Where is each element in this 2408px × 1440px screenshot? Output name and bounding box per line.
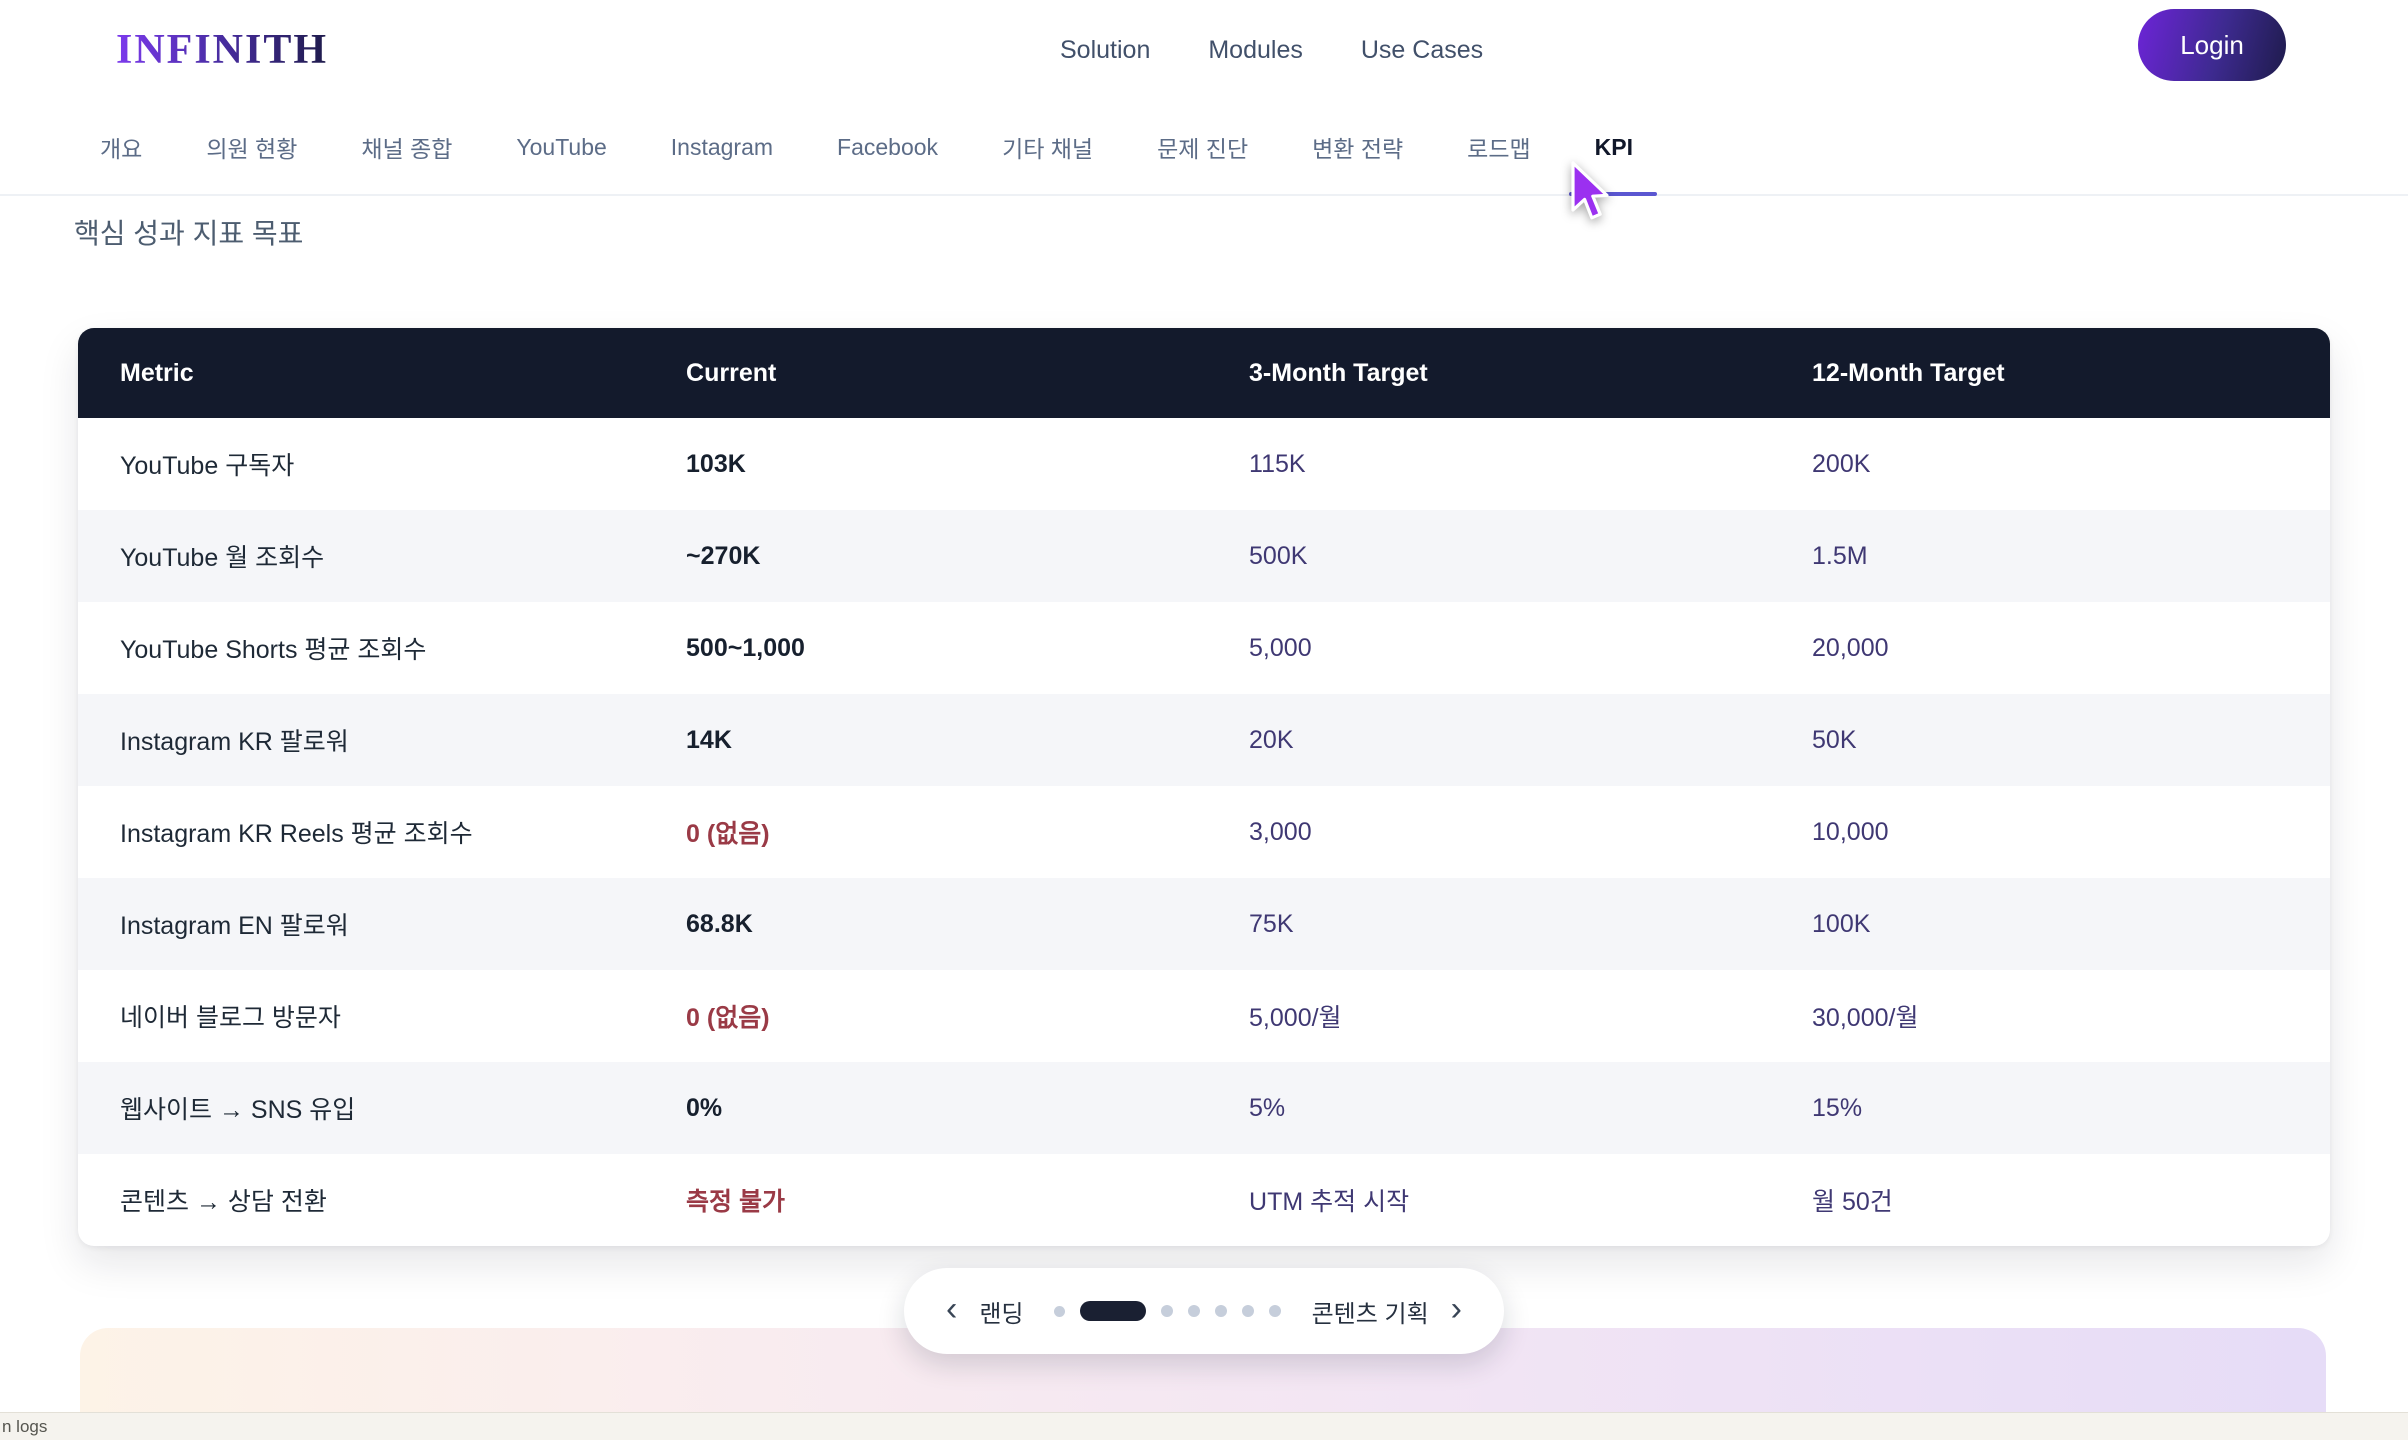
kpi-table-body: YouTube 구독자 103K 115K 200K YouTube 월 조회수 ~270… bbox=[78, 418, 2330, 1246]
tab-instagram[interactable]: Instagram bbox=[670, 133, 774, 160]
table-row: Instagram KR Reels 평균 조회수 0 (없음) 3,000 10,0… bbox=[78, 786, 2330, 878]
table-row: YouTube 월 조회수 ~270K 500K 1.5M bbox=[78, 510, 2330, 602]
carousel-prev-label[interactable]: 랜딩 bbox=[979, 1300, 1024, 1328]
tab-roadmap[interactable]: 로드맵 bbox=[1467, 136, 1531, 162]
column-header-3m-target: 3-Month Target bbox=[1249, 358, 1428, 387]
cell-metric: 네이버 블로그 방문자 bbox=[120, 1004, 341, 1032]
status-bar-text: n logs bbox=[2, 1416, 48, 1436]
cell-3m-target: 3,000 bbox=[1249, 817, 1312, 846]
cell-current: 68.8K bbox=[686, 909, 753, 938]
cell-metric: YouTube Shorts 평균 조회수 bbox=[120, 636, 427, 664]
cell-12m-target: 20,000 bbox=[1812, 633, 1889, 662]
kpi-table-header-row: Metric Current 3-Month Target 12-Month T… bbox=[78, 328, 2330, 418]
main-nav: Solution Modules Use Cases bbox=[1060, 0, 1483, 100]
cell-12m-target: 1.5M bbox=[1812, 541, 1868, 570]
cell-current: 0 (없음) bbox=[686, 820, 770, 848]
column-header-12m-target: 12-Month Target bbox=[1812, 358, 2005, 387]
tab-overview[interactable]: 개요 bbox=[100, 136, 143, 162]
nav-item-use-cases[interactable]: Use Cases bbox=[1360, 35, 1484, 64]
section-title: 핵심 성과 지표 목표 bbox=[74, 218, 304, 249]
tab-bar: 개요 의원 현황 채널 종합 YouTube Instagram Facebook 기타 채… bbox=[0, 100, 2408, 196]
column-header-current: Current bbox=[686, 358, 777, 387]
carousel-dot[interactable] bbox=[1242, 1305, 1255, 1317]
cell-current: 측정 불가 bbox=[686, 1188, 785, 1216]
cell-12m-target: 50K bbox=[1812, 725, 1857, 754]
table-row: 콘텐츠 → 상담 전환 측정 불가 UTM 추적 시작 월 50건 bbox=[78, 1154, 2330, 1246]
tab-channel-summary[interactable]: 채널 종합 bbox=[361, 136, 453, 162]
carousel-dot[interactable] bbox=[1269, 1305, 1282, 1317]
carousel-dot[interactable] bbox=[1215, 1305, 1228, 1317]
nav-item-solution[interactable]: Solution bbox=[1060, 35, 1151, 64]
cell-metric: 콘텐츠 → 상담 전환 bbox=[120, 1188, 327, 1216]
login-button[interactable]: Login bbox=[2138, 9, 2286, 81]
carousel-prev-group[interactable]: ‹ 랜딩 bbox=[946, 1292, 1024, 1330]
chevron-right-icon[interactable]: › bbox=[1450, 1290, 1462, 1328]
table-row: 웹사이트 → SNS 유입 0% 5% 15% bbox=[78, 1062, 2330, 1154]
tab-problem-diagnosis[interactable]: 문제 진단 bbox=[1157, 136, 1249, 162]
column-header-metric: Metric bbox=[120, 358, 194, 387]
cell-current: 0 (없음) bbox=[686, 1004, 770, 1032]
cell-3m-target: 20K bbox=[1249, 725, 1294, 754]
tab-member-status[interactable]: 의원 현황 bbox=[206, 136, 298, 162]
carousel-dot[interactable] bbox=[1054, 1305, 1066, 1317]
tab-youtube[interactable]: YouTube bbox=[516, 133, 607, 160]
cell-3m-target: 500K bbox=[1249, 541, 1308, 570]
table-row: YouTube 구독자 103K 115K 200K bbox=[78, 418, 2330, 510]
cell-12m-target: 15% bbox=[1812, 1093, 1863, 1122]
cell-3m-target: 5% bbox=[1249, 1093, 1286, 1122]
cell-current: 500~1,000 bbox=[686, 633, 805, 662]
cell-metric: Instagram EN 팔로워 bbox=[120, 912, 349, 940]
carousel-next-label[interactable]: 콘텐츠 기획 bbox=[1311, 1300, 1429, 1328]
top-bar: INFINITH Solution Modules Use Cases Login bbox=[0, 0, 2408, 100]
table-row: 네이버 블로그 방문자 0 (없음) 5,000/월 30,000/월 bbox=[78, 970, 2330, 1062]
tab-kpi[interactable]: KPI bbox=[1568, 100, 1658, 196]
section-carousel: ‹ 랜딩 콘텐츠 기획 › bbox=[904, 1268, 1504, 1354]
cell-current: 0% bbox=[686, 1093, 723, 1122]
table-row: YouTube Shorts 평균 조회수 500~1,000 5,000 20,00… bbox=[78, 602, 2330, 694]
kpi-table: Metric Current 3-Month Target 12-Month T… bbox=[78, 328, 2330, 1246]
cell-metric: YouTube 구독자 bbox=[120, 452, 295, 480]
carousel-next-group[interactable]: 콘텐츠 기획 › bbox=[1312, 1292, 1462, 1330]
cell-12m-target: 200K bbox=[1812, 449, 1871, 478]
carousel-dot-active[interactable] bbox=[1080, 1301, 1147, 1321]
table-row: Instagram KR 팔로워 14K 20K 50K bbox=[78, 694, 2330, 786]
cell-metric: Instagram KR Reels 평균 조회수 bbox=[120, 820, 473, 848]
cell-current: 103K bbox=[686, 449, 746, 478]
cell-metric: YouTube 월 조회수 bbox=[120, 544, 325, 572]
cell-12m-target: 월 50건 bbox=[1812, 1188, 1893, 1216]
cell-3m-target: 5,000 bbox=[1249, 633, 1312, 662]
cell-current: ~270K bbox=[686, 541, 761, 570]
cell-metric: Instagram KR 팔로워 bbox=[120, 728, 349, 756]
cell-current: 14K bbox=[686, 725, 732, 754]
infinith-logo: INFINITH bbox=[116, 27, 329, 73]
nav-item-modules[interactable]: Modules bbox=[1208, 35, 1303, 64]
browser-status-bar: n logs bbox=[0, 1412, 2408, 1440]
cell-3m-target: 5,000/월 bbox=[1249, 1004, 1342, 1032]
cell-12m-target: 10,000 bbox=[1812, 817, 1889, 846]
chevron-left-icon[interactable]: ‹ bbox=[946, 1290, 958, 1328]
cell-12m-target: 100K bbox=[1812, 909, 1871, 938]
cell-metric: 웹사이트 → SNS 유입 bbox=[120, 1096, 356, 1124]
carousel-dots bbox=[1054, 1301, 1282, 1321]
cell-12m-target: 30,000/월 bbox=[1812, 1004, 1919, 1032]
tab-conversion-strategy[interactable]: 변환 전략 bbox=[1312, 136, 1404, 162]
cell-3m-target: 75K bbox=[1249, 909, 1294, 938]
cell-3m-target: UTM 추적 시작 bbox=[1249, 1188, 1410, 1216]
cell-3m-target: 115K bbox=[1249, 449, 1306, 478]
tab-other-channels[interactable]: 기타 채널 bbox=[1002, 136, 1094, 162]
tab-facebook[interactable]: Facebook bbox=[837, 133, 939, 160]
carousel-dot[interactable] bbox=[1161, 1305, 1174, 1317]
carousel-dot[interactable] bbox=[1188, 1305, 1201, 1317]
table-row: Instagram EN 팔로워 68.8K 75K 100K bbox=[78, 878, 2330, 970]
